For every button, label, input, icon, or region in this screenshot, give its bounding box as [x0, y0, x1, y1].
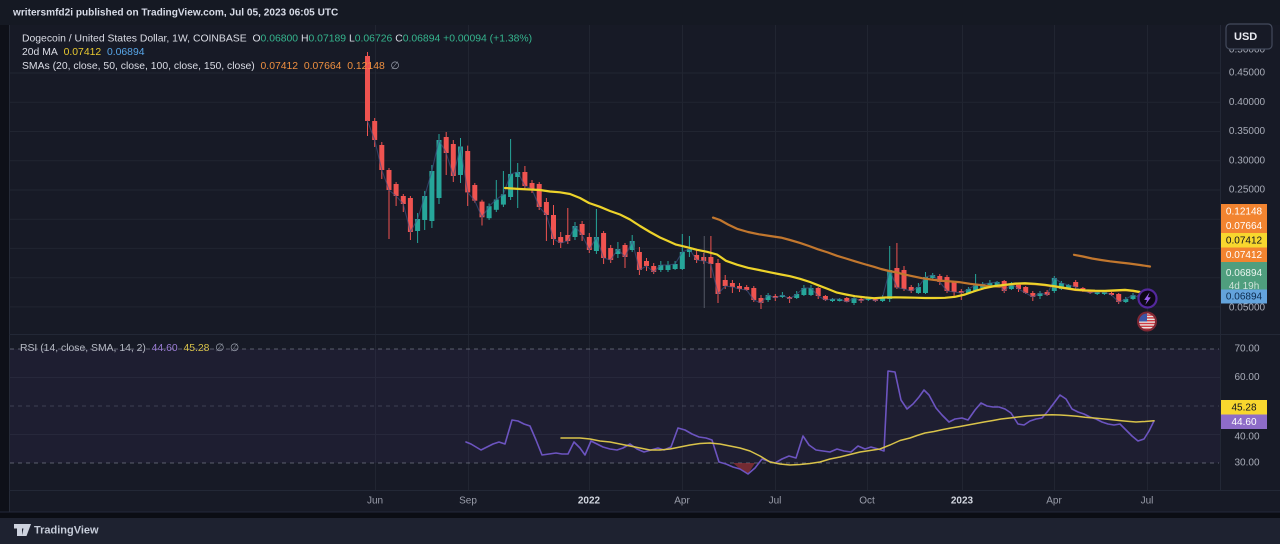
svg-text:0.07412: 0.07412 [1226, 235, 1263, 246]
svg-text:0.40000: 0.40000 [1229, 97, 1266, 108]
svg-text:4d 19h: 4d 19h [1229, 281, 1260, 292]
svg-text:writersmfd2i published on Trad: writersmfd2i published on TradingView.co… [12, 8, 339, 19]
svg-text:0.06894: 0.06894 [1226, 292, 1263, 303]
svg-text:2023: 2023 [951, 496, 974, 507]
svg-text:TradingView: TradingView [34, 524, 99, 536]
svg-text:SMAs (20, close, 50, close, 10: SMAs (20, close, 50, close, 100, close, … [22, 61, 400, 72]
svg-text:70.00: 70.00 [1234, 344, 1259, 355]
svg-text:2022: 2022 [578, 496, 601, 507]
svg-text:0.07412: 0.07412 [1226, 250, 1263, 261]
svg-text:60.00: 60.00 [1234, 372, 1259, 383]
svg-text:Jun: Jun [367, 496, 383, 507]
svg-text:Dogecoin / United States Dolla: Dogecoin / United States Dollar, 1W, COI… [22, 33, 532, 44]
svg-text:40.00: 40.00 [1234, 432, 1259, 443]
svg-text:Apr: Apr [1046, 496, 1062, 507]
svg-text:0.25000: 0.25000 [1229, 185, 1266, 196]
svg-text:45.28: 45.28 [1231, 402, 1256, 413]
svg-text:RSI (14, close, SMA, 14, 2) 4: RSI (14, close, SMA, 14, 2) 44.60 45.28 … [20, 343, 239, 354]
svg-text:Jul: Jul [1141, 496, 1154, 507]
svg-text:Apr: Apr [674, 496, 690, 507]
svg-text:Sep: Sep [459, 496, 477, 507]
svg-text:30.00: 30.00 [1234, 458, 1259, 469]
svg-text:Jul: Jul [769, 496, 782, 507]
svg-text:0.45000: 0.45000 [1229, 68, 1266, 79]
svg-text:0.35000: 0.35000 [1229, 126, 1266, 137]
svg-text:0.05000: 0.05000 [1229, 303, 1266, 314]
svg-text:20d MA 0.07412 0.06894: 20d MA 0.07412 0.06894 [22, 47, 145, 58]
svg-text:44.60: 44.60 [1231, 417, 1256, 428]
svg-text:0.30000: 0.30000 [1229, 155, 1266, 166]
svg-text:0.50000: 0.50000 [1229, 45, 1266, 56]
svg-text:0.06894: 0.06894 [1226, 268, 1263, 279]
svg-text:0.12148: 0.12148 [1226, 206, 1263, 217]
svg-text:USD: USD [1234, 31, 1257, 43]
svg-text:0.07664: 0.07664 [1226, 221, 1263, 232]
svg-text:Oct: Oct [859, 496, 875, 507]
